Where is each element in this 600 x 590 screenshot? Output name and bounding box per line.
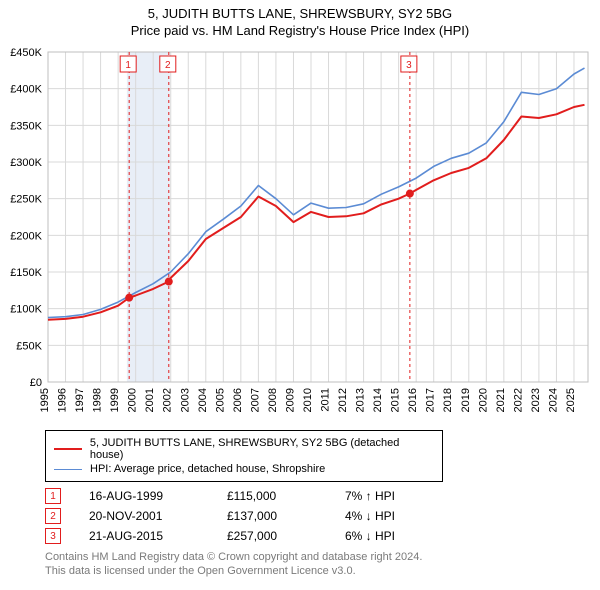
- chart-title: 5, JUDITH BUTTS LANE, SHREWSBURY, SY2 5B…: [0, 6, 600, 21]
- transaction-date: 21-AUG-2015: [89, 529, 199, 543]
- svg-text:2015: 2015: [390, 388, 402, 412]
- svg-text:2012: 2012: [337, 388, 349, 412]
- svg-text:2016: 2016: [407, 388, 419, 412]
- footer-line1: Contains HM Land Registry data © Crown c…: [45, 550, 590, 564]
- svg-text:2023: 2023: [530, 388, 542, 412]
- svg-text:2017: 2017: [425, 388, 437, 412]
- svg-text:2: 2: [165, 60, 171, 71]
- transaction-row: 3 21-AUG-2015 £257,000 6% ↓ HPI: [45, 528, 590, 544]
- svg-text:2010: 2010: [302, 388, 314, 412]
- svg-text:£450K: £450K: [10, 47, 42, 59]
- transaction-price: £137,000: [227, 509, 317, 523]
- svg-text:1998: 1998: [92, 388, 104, 412]
- svg-text:£350K: £350K: [10, 120, 42, 132]
- svg-text:£250K: £250K: [10, 194, 42, 206]
- svg-text:2019: 2019: [460, 388, 472, 412]
- legend-swatch-hpi: [54, 469, 82, 470]
- legend-row: 5, JUDITH BUTTS LANE, SHREWSBURY, SY2 5B…: [54, 437, 434, 461]
- svg-text:£50K: £50K: [16, 340, 42, 352]
- svg-text:2021: 2021: [495, 388, 507, 412]
- svg-text:3: 3: [406, 60, 412, 71]
- svg-text:2007: 2007: [249, 388, 261, 412]
- svg-text:£200K: £200K: [10, 230, 42, 242]
- svg-text:2014: 2014: [372, 388, 384, 412]
- transaction-pct: 7% ↑ HPI: [345, 489, 445, 503]
- footer-attribution: Contains HM Land Registry data © Crown c…: [45, 550, 590, 579]
- svg-text:2001: 2001: [144, 388, 156, 412]
- legend-box: 5, JUDITH BUTTS LANE, SHREWSBURY, SY2 5B…: [45, 430, 443, 482]
- transaction-row: 1 16-AUG-1999 £115,000 7% ↑ HPI: [45, 488, 590, 504]
- transactions-table: 1 16-AUG-1999 £115,000 7% ↑ HPI 2 20-NOV-2001…: [45, 488, 590, 544]
- svg-text:2013: 2013: [355, 388, 367, 412]
- legend-swatch-property: [54, 448, 82, 450]
- svg-text:2002: 2002: [162, 388, 174, 412]
- transaction-row: 2 20-NOV-2001 £137,000 4% ↓ HPI: [45, 508, 590, 524]
- chart-area: £0 £50K £100K £150K £200K £250K £300K £350K £400…: [0, 44, 600, 424]
- transaction-badge: 2: [45, 508, 61, 524]
- svg-text:1996: 1996: [57, 388, 69, 412]
- transaction-pct: 6% ↓ HPI: [345, 529, 445, 543]
- svg-text:2022: 2022: [512, 388, 524, 412]
- svg-text:1: 1: [125, 60, 131, 71]
- svg-text:2024: 2024: [547, 388, 559, 412]
- svg-text:£100K: £100K: [10, 304, 42, 316]
- svg-text:1995: 1995: [39, 388, 51, 412]
- chart-subtitle: Price paid vs. HM Land Registry's House …: [0, 23, 600, 38]
- transaction-badge: 3: [45, 528, 61, 544]
- svg-text:2008: 2008: [267, 388, 279, 412]
- svg-text:2025: 2025: [565, 388, 577, 412]
- svg-text:2000: 2000: [127, 388, 139, 412]
- transaction-date: 16-AUG-1999: [89, 489, 199, 503]
- svg-text:£0: £0: [30, 377, 42, 389]
- svg-text:2020: 2020: [477, 388, 489, 412]
- transaction-pct: 4% ↓ HPI: [345, 509, 445, 523]
- chart-svg: £0 £50K £100K £150K £200K £250K £300K £350K £400…: [0, 44, 600, 424]
- transaction-price: £257,000: [227, 529, 317, 543]
- svg-text:£400K: £400K: [10, 84, 42, 96]
- svg-text:£150K: £150K: [10, 267, 42, 279]
- legend-row: HPI: Average price, detached house, Shro…: [54, 463, 434, 475]
- svg-text:£300K: £300K: [10, 157, 42, 169]
- legend-label-hpi: HPI: Average price, detached house, Shro…: [90, 463, 325, 475]
- svg-text:1999: 1999: [109, 388, 121, 412]
- svg-text:2011: 2011: [320, 388, 332, 412]
- svg-text:2004: 2004: [197, 388, 209, 412]
- svg-text:2018: 2018: [442, 388, 454, 412]
- svg-text:2006: 2006: [232, 388, 244, 412]
- svg-text:2009: 2009: [284, 388, 296, 412]
- svg-text:2005: 2005: [214, 388, 226, 412]
- svg-text:2003: 2003: [179, 388, 191, 412]
- transaction-badge: 1: [45, 488, 61, 504]
- transaction-price: £115,000: [227, 489, 317, 503]
- transaction-date: 20-NOV-2001: [89, 509, 199, 523]
- legend-label-property: 5, JUDITH BUTTS LANE, SHREWSBURY, SY2 5B…: [90, 437, 434, 461]
- footer-line2: This data is licensed under the Open Gov…: [45, 564, 590, 578]
- svg-text:1997: 1997: [74, 388, 86, 412]
